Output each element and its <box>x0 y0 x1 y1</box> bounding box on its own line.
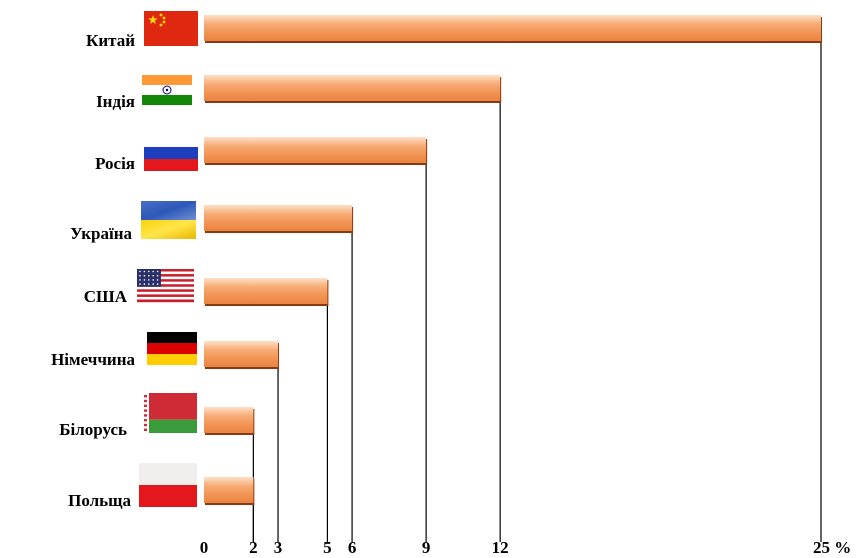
ukraine-flag <box>141 201 196 239</box>
category-label: Німеччина <box>51 350 135 369</box>
belarus-flag <box>142 393 197 433</box>
bar <box>204 15 821 41</box>
bars-layer <box>204 15 822 505</box>
category-labels: Китай Індія Росія Україна США Німеччина Білору… <box>51 31 135 510</box>
category-label: Росія <box>95 154 135 173</box>
category-label: Польща <box>68 491 131 510</box>
bar <box>204 278 328 304</box>
tick-label: 0 <box>200 538 209 557</box>
bar <box>204 205 353 231</box>
poland-flag <box>139 463 197 507</box>
category-label: Індія <box>96 92 135 111</box>
tick-label: 3 <box>274 538 283 557</box>
tick-label: 25 % <box>813 538 851 557</box>
tick-label: 5 <box>323 538 332 557</box>
value-connectors <box>252 17 822 542</box>
tick-label: 12 <box>492 538 509 557</box>
bar <box>204 75 501 101</box>
china-flag <box>144 11 198 46</box>
bar <box>204 137 427 163</box>
tick-label: 9 <box>422 538 431 557</box>
russia-flag <box>144 135 198 171</box>
category-label: Китай <box>86 31 135 50</box>
bar <box>204 341 279 367</box>
india-flag <box>142 75 192 105</box>
germany-flag <box>147 332 197 365</box>
bar <box>204 477 254 503</box>
tick-label: 6 <box>348 538 357 557</box>
category-label: США <box>84 287 128 306</box>
tick-label: 2 <box>249 538 258 557</box>
category-label: Білорусь <box>59 420 127 439</box>
usa-flag <box>137 269 194 303</box>
bar <box>204 407 254 433</box>
flags-layer <box>137 11 198 507</box>
category-label: Україна <box>70 224 132 243</box>
tick-labels: 0 2 3 5 6 9 12 25 % <box>200 538 852 557</box>
